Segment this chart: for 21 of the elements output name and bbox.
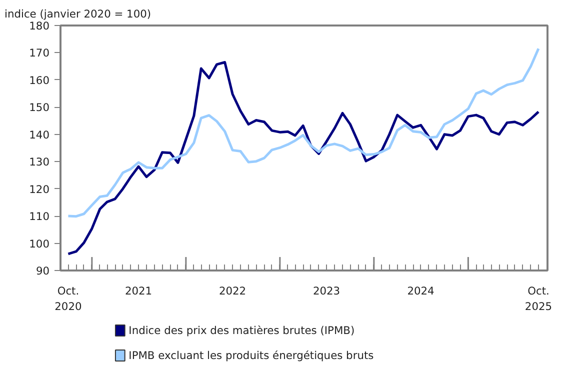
x-tick-label: Oct. 2025 — [524, 284, 552, 314]
x-tick-label: 2023 — [312, 284, 340, 298]
legend-label: Indice des prix des matières brutes (IPMB) — [128, 324, 355, 337]
x-tick-label: 2024 — [407, 284, 435, 298]
y-axis-title: indice (janvier 2020 = 100) — [4, 8, 152, 20]
x-tick-label: 2021 — [124, 284, 152, 298]
y-tick-label: 160 — [29, 74, 50, 87]
y-tick-label: 180 — [29, 20, 50, 32]
y-tick-label: 170 — [29, 46, 50, 60]
line-series — [66, 61, 540, 256]
y-tick-label: 120 — [29, 182, 50, 196]
line-series — [66, 47, 540, 218]
y-tick-label: 140 — [29, 128, 50, 142]
y-tick-label: 90 — [36, 264, 50, 278]
x-tick-label: 2022 — [218, 284, 246, 298]
y-tick-label: 110 — [29, 210, 50, 224]
y-tick-label: 130 — [29, 156, 50, 169]
y-tick-label: 150 — [29, 101, 50, 114]
legend-label: IPMB excluant les produits énergétiques bruts — [128, 349, 374, 362]
y-tick-label: 100 — [29, 237, 50, 250]
x-tick-label: Oct. 2020 — [54, 284, 82, 314]
